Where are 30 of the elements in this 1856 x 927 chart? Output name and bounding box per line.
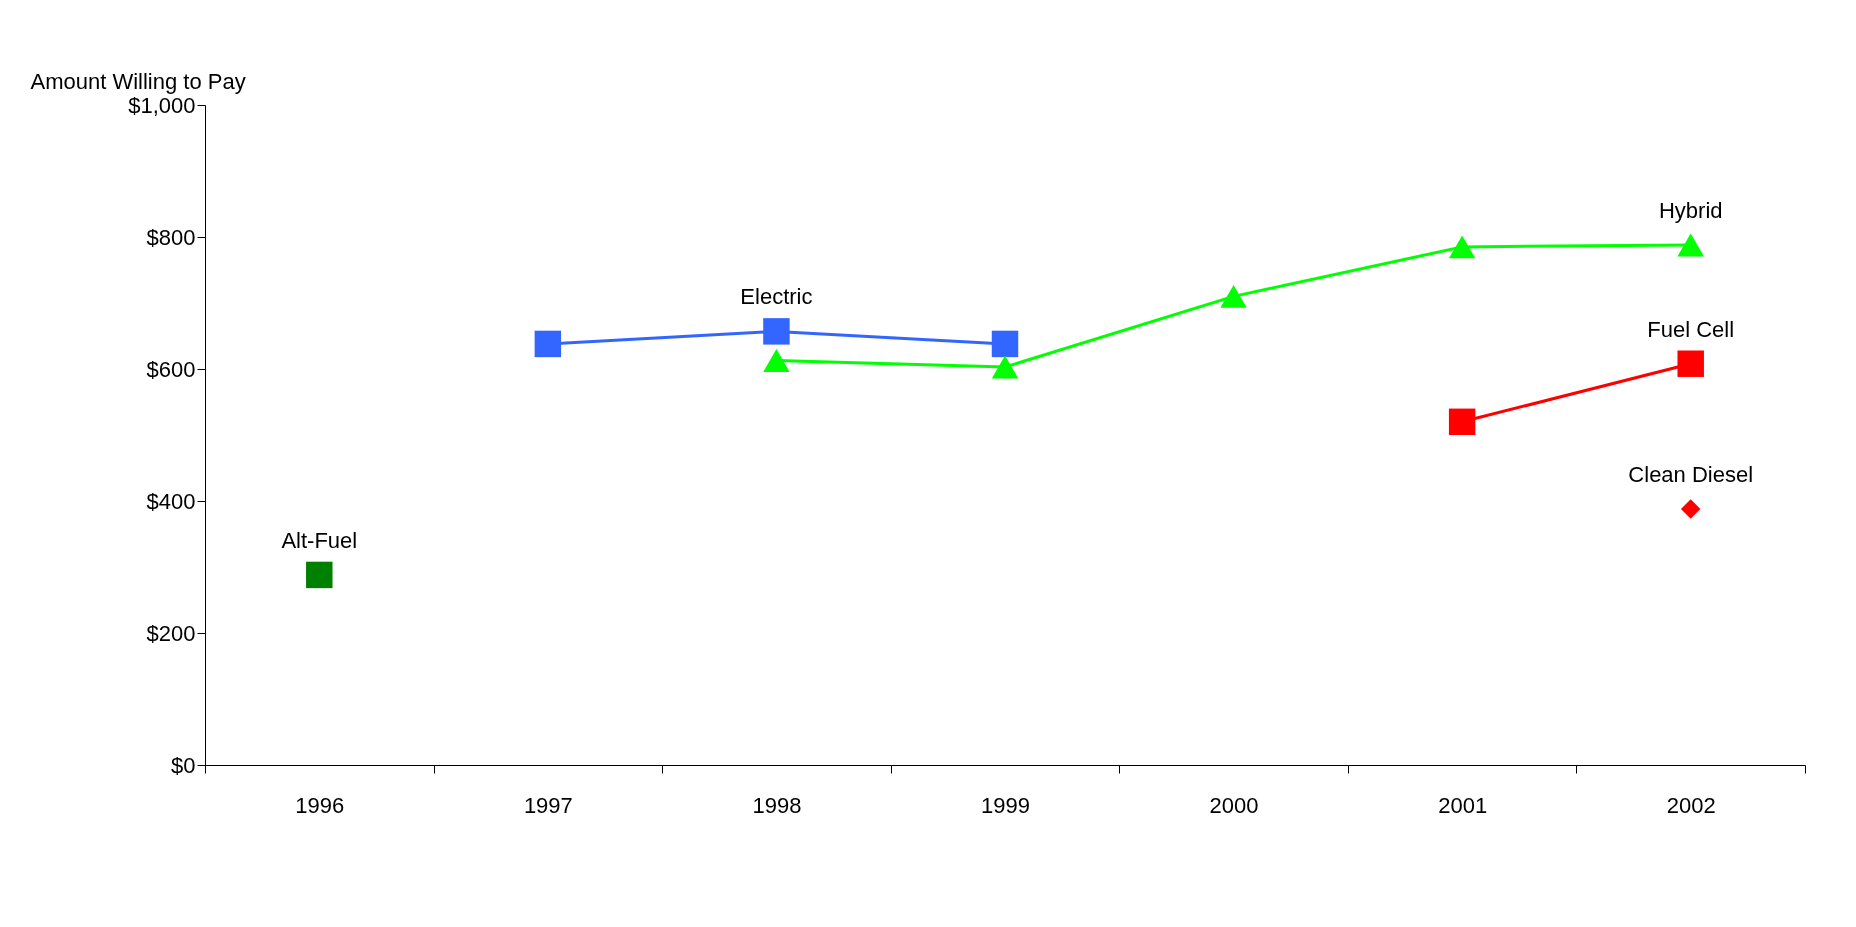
point [991, 330, 1019, 358]
point [1448, 408, 1476, 436]
x-tick-label: 1997 [523, 792, 573, 818]
x-tick-label: 1998 [752, 792, 802, 818]
point [763, 318, 790, 345]
series-label: Alt-Fuel [281, 527, 358, 553]
y-axis-title: Amount Willing to Pay [30, 68, 246, 94]
x-tick-label: 2002 [1666, 792, 1716, 818]
y-tick-label: $0 [171, 752, 196, 778]
y-tick-label: $600 [146, 356, 196, 382]
point [991, 355, 1019, 379]
point [763, 348, 790, 372]
point [306, 561, 333, 589]
x-tick-label: 2001 [1438, 792, 1488, 818]
point [1220, 284, 1247, 308]
series-label: Fuel Cell [1647, 316, 1735, 342]
series-label: Electric [740, 284, 813, 310]
y-tick-label: $400 [146, 488, 196, 514]
x-tick-label: 1999 [981, 792, 1030, 818]
point [1677, 233, 1704, 257]
point [1677, 350, 1704, 377]
point [1448, 235, 1476, 259]
y-tick-label: $800 [146, 224, 196, 250]
y-tick-label: $200 [146, 620, 196, 646]
point [1680, 499, 1701, 519]
x-tick-label: 2000 [1209, 792, 1259, 818]
point [534, 330, 562, 358]
x-tick-label: 1996 [295, 792, 345, 818]
series-label: Clean Diesel [1628, 461, 1754, 487]
series-label: Hybrid [1658, 197, 1723, 223]
